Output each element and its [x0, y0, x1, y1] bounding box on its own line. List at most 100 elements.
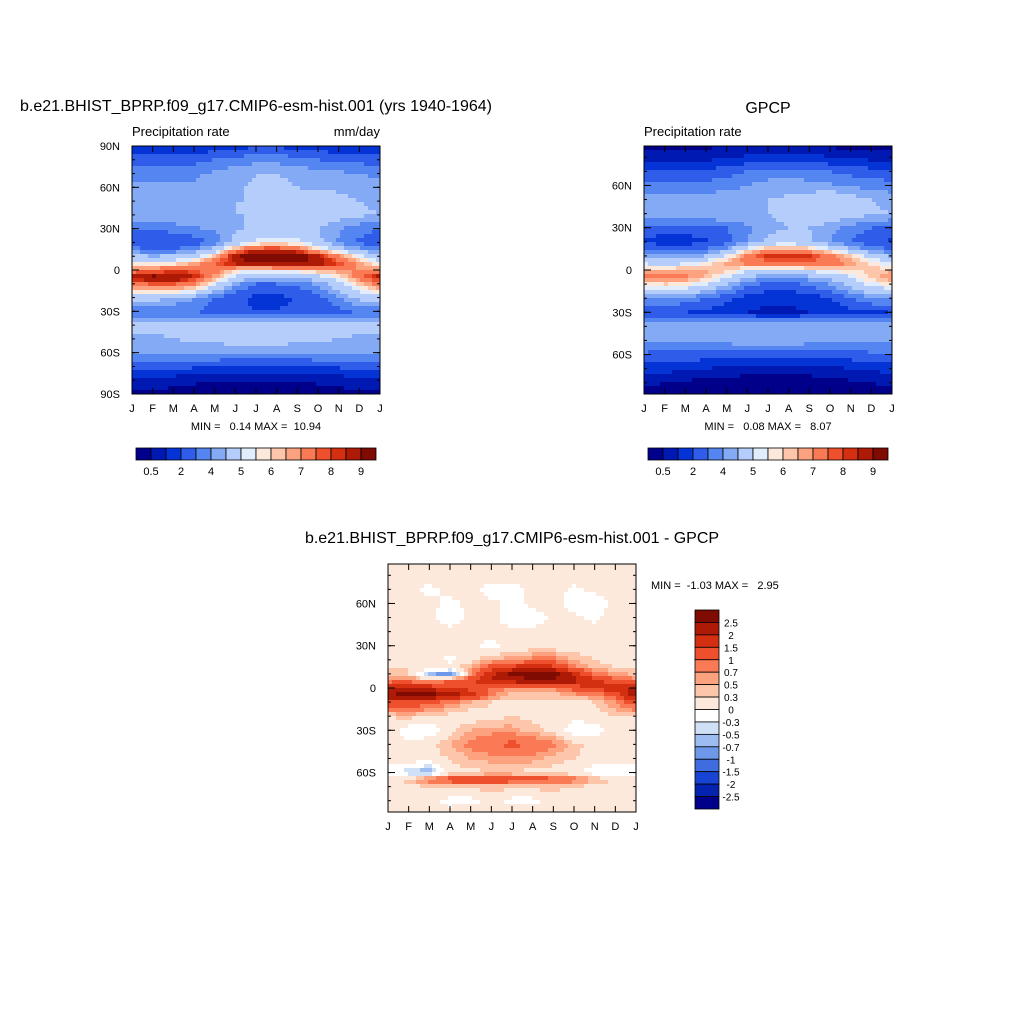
contour-cell: [344, 206, 349, 211]
contour-cell: [188, 234, 193, 239]
contour-cell: [172, 234, 177, 239]
contour-cell: [144, 294, 149, 299]
contour-cell: [792, 182, 797, 187]
contour-cell: [300, 250, 305, 255]
contour-cell: [280, 334, 285, 339]
contour-cell: [340, 270, 345, 275]
contour-cell: [220, 210, 225, 215]
contour-cell: [748, 174, 753, 179]
contour-cell: [164, 346, 169, 351]
contour-cell: [320, 374, 325, 379]
contour-cell: [136, 166, 141, 171]
contour-cell: [160, 154, 165, 159]
contour-cell: [832, 206, 837, 211]
contour-cell: [716, 146, 721, 151]
contour-cell: [660, 206, 665, 211]
contour-cell: [340, 378, 345, 383]
contour-cell: [236, 170, 241, 175]
contour-cell: [228, 250, 233, 255]
contour-cell: [144, 350, 149, 355]
contour-cell: [188, 294, 193, 299]
contour-cell: [848, 174, 853, 179]
contour-cell: [284, 310, 289, 315]
contour-cell: [260, 322, 265, 327]
contour-cell: [200, 186, 205, 191]
contour-cell: [660, 150, 665, 155]
contour-cell: [176, 154, 181, 159]
contour-cell: [180, 346, 185, 351]
contour-cell: [136, 262, 141, 267]
contour-cell: [284, 390, 289, 395]
contour-cell: [240, 150, 245, 155]
contour-cell: [360, 230, 365, 235]
contour-cell: [256, 186, 261, 191]
contour-cell: [868, 202, 873, 207]
contour-cell: [236, 290, 241, 295]
contour-cell: [748, 186, 753, 191]
contour-cell: [320, 370, 325, 375]
contour-cell: [196, 370, 201, 375]
contour-cell: [176, 150, 181, 155]
contour-cell: [320, 262, 325, 267]
contour-cell: [736, 190, 741, 195]
contour-cell: [140, 322, 145, 327]
contour-cell: [168, 354, 173, 359]
contour-cell: [320, 202, 325, 207]
contour-cell: [200, 278, 205, 283]
contour-cell: [340, 226, 345, 231]
contour-cell: [372, 254, 377, 259]
contour-cell: [308, 226, 313, 231]
contour-cell: [796, 182, 801, 187]
contour-cell: [236, 286, 241, 291]
contour-cell: [864, 174, 869, 179]
contour-cell: [176, 166, 181, 171]
contour-cell: [256, 306, 261, 311]
contour-cell: [744, 146, 749, 151]
contour-cell: [236, 246, 241, 251]
contour-cell: [236, 198, 241, 203]
contour-cell: [792, 206, 797, 211]
contour-cell: [256, 334, 261, 339]
contour-cell: [368, 270, 373, 275]
contour-cell: [180, 266, 185, 271]
contour-cell: [304, 302, 309, 307]
contour-cell: [684, 210, 689, 215]
contour-cell: [168, 330, 173, 335]
contour-cell: [224, 298, 229, 303]
contour-cell: [288, 338, 293, 343]
contour-cell: [828, 178, 833, 183]
contour-cell: [676, 202, 681, 207]
contour-cell: [168, 154, 173, 159]
contour-cell: [268, 326, 273, 331]
contour-cell: [172, 266, 177, 271]
contour-cell: [360, 206, 365, 211]
contour-cell: [744, 190, 749, 195]
contour-cell: [144, 390, 149, 395]
contour-cell: [220, 234, 225, 239]
contour-cell: [752, 190, 757, 195]
contour-cell: [296, 366, 301, 371]
contour-cell: [752, 150, 757, 155]
contour-cell: [236, 194, 241, 199]
contour-cell: [336, 218, 341, 223]
contour-cell: [244, 326, 249, 331]
contour-cell: [340, 174, 345, 179]
contour-cell: [860, 170, 865, 175]
contour-cell: [760, 190, 765, 195]
contour-cell: [336, 150, 341, 155]
contour-cell: [196, 266, 201, 271]
contour-cell: [348, 290, 353, 295]
contour-cell: [160, 190, 165, 195]
contour-cell: [232, 294, 237, 299]
contour-cell: [296, 314, 301, 319]
contour-cell: [328, 246, 333, 251]
contour-cell: [288, 150, 293, 155]
contour-cell: [260, 226, 265, 231]
contour-cell: [864, 186, 869, 191]
contour-cell: [288, 314, 293, 319]
contour-cell: [172, 354, 177, 359]
contour-cell: [152, 146, 157, 151]
contour-cell: [212, 354, 217, 359]
contour-cell: [220, 346, 225, 351]
contour-cell: [212, 358, 217, 363]
